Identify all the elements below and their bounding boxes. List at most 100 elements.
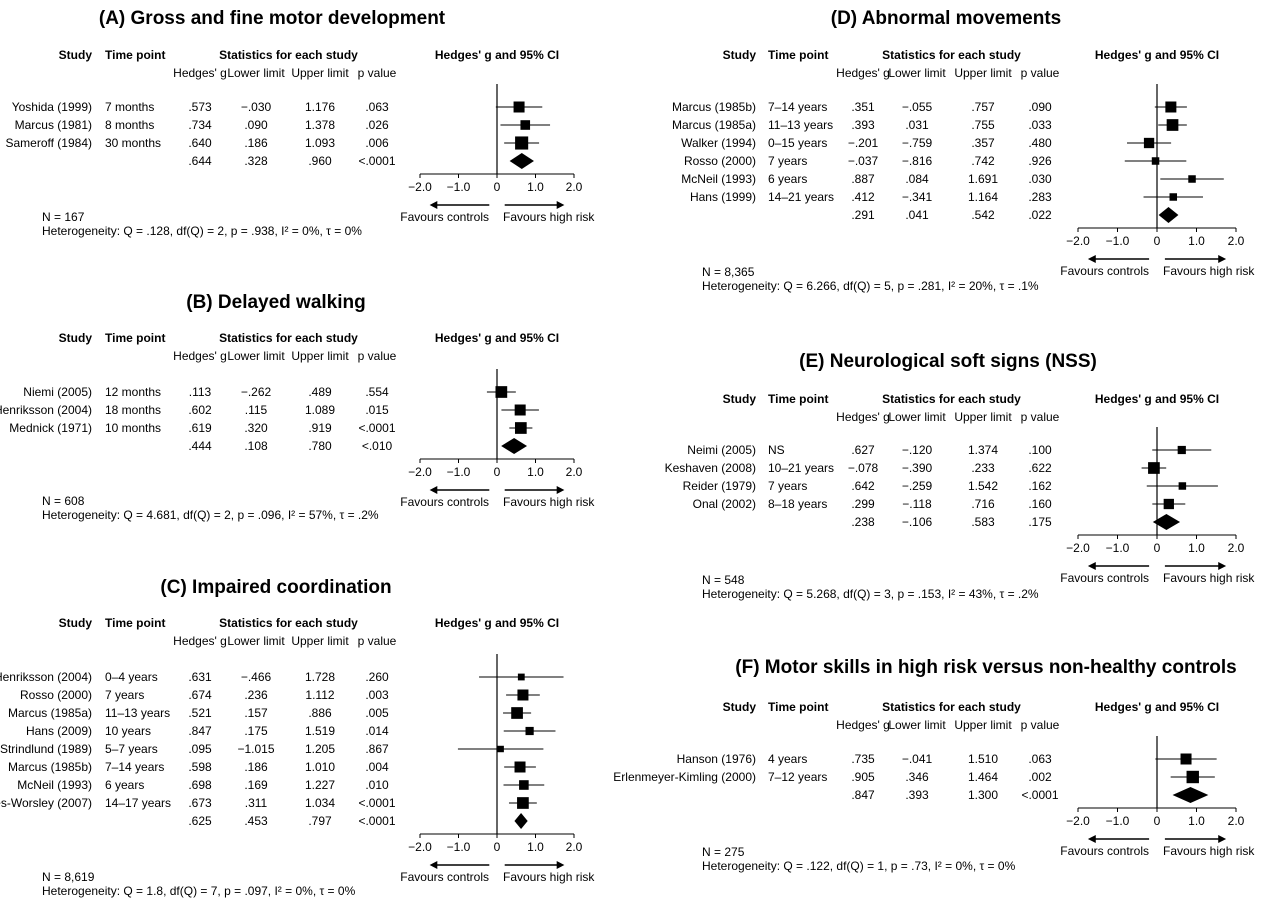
study-name: Marcus (1985b) <box>556 100 756 114</box>
study-effect-square <box>515 136 528 149</box>
favours-left-arrowhead <box>430 201 438 209</box>
header-study: Study <box>12 48 92 62</box>
favours-controls-label: Favours controls <box>317 870 489 884</box>
study-timepoint: 7 months <box>105 100 154 114</box>
study-effect-square <box>1187 771 1199 783</box>
study-effect-square <box>1179 482 1187 490</box>
study-effect-square <box>511 707 523 719</box>
study-effect-square <box>1148 462 1160 474</box>
heterogeneity-stats: Heterogeneity: Q = 1.8, df(Q) = 7, p = .… <box>42 884 355 898</box>
panel-title: (F) Motor skills in high risk versus non… <box>735 657 1236 679</box>
study-timepoint: NS <box>768 443 785 457</box>
x-tick-label: 1.0 <box>1188 541 1205 555</box>
x-tick-label: −2.0 <box>1066 234 1090 248</box>
study-name: McNeil (1993) <box>556 172 756 186</box>
favours-left-arrowhead <box>1088 255 1096 263</box>
header-stats: Statistics for each study <box>189 616 389 630</box>
x-tick-label: 1.0 <box>527 465 544 479</box>
study-timepoint: 5–7 years <box>105 742 158 756</box>
study-timepoint: 4 years <box>768 752 807 766</box>
favours-high-risk-label: Favours high risk <box>1163 844 1254 858</box>
study-effect-square <box>517 690 528 701</box>
panel-title: (A) Gross and fine motor development <box>99 8 445 30</box>
forest-plot-svg: −2.0 −1.0 0 1.0 2.0 <box>1058 84 1256 280</box>
x-tick-label: 0 <box>494 180 501 194</box>
favours-right-arrowhead <box>1218 562 1226 570</box>
header-timepoint: Time point <box>105 616 165 630</box>
x-tick-label: 2.0 <box>566 840 583 854</box>
header-study: Study <box>676 392 756 406</box>
study-effect-square <box>519 780 529 790</box>
sample-size: N = 167 <box>42 210 84 224</box>
study-timepoint: 7–14 years <box>105 760 164 774</box>
header-ci: Hedges' g and 95% CI <box>1057 392 1257 406</box>
study-effect-square <box>497 746 503 752</box>
study-name: Reider (1979) <box>556 479 756 493</box>
study-timepoint: 10 years <box>105 724 151 738</box>
panel-title: (E) Neurological soft signs (NSS) <box>799 351 1097 373</box>
summary-diamond <box>1159 207 1179 223</box>
study-timepoint: 30 months <box>105 136 161 150</box>
study-timepoint: 10 months <box>105 421 161 435</box>
study-name: Marcus (1985a) <box>556 118 756 132</box>
favours-high-risk-label: Favours high risk <box>503 210 594 224</box>
forest-plot-svg: −2.0 −1.0 0 1.0 2.0 <box>1058 736 1256 860</box>
x-tick-label: 0 <box>1154 541 1161 555</box>
study-timepoint: 0–15 years <box>768 136 827 150</box>
summary-diamond <box>1173 787 1209 803</box>
study-name: Marcus (1981) <box>0 118 92 132</box>
study-name: Marcus (1985b) <box>0 760 92 774</box>
x-tick-label: −2.0 <box>408 840 432 854</box>
x-tick-label: 2.0 <box>1228 541 1245 555</box>
study-name: Henriksson (2004) <box>0 403 92 417</box>
x-tick-label: 0 <box>1154 234 1161 248</box>
subheader-p-value: p value <box>337 66 417 80</box>
heterogeneity-stats: Heterogeneity: Q = 5.268, df(Q) = 3, p =… <box>702 587 1039 601</box>
study-name: Jones-Worsley (2007) <box>0 796 92 810</box>
study-timepoint: 7 years <box>105 688 144 702</box>
favours-right-arrowhead <box>557 861 565 869</box>
favours-high-risk-label: Favours high risk <box>1163 264 1254 278</box>
x-tick-label: −2.0 <box>408 465 432 479</box>
study-effect-square <box>496 386 508 398</box>
study-effect-square <box>1165 102 1176 113</box>
x-tick-label: 1.0 <box>1188 234 1205 248</box>
study-effect-square <box>526 727 534 735</box>
x-tick-label: −1.0 <box>447 180 471 194</box>
header-stats: Statistics for each study <box>852 48 1052 62</box>
study-effect-square <box>1178 446 1186 454</box>
header-stats: Statistics for each study <box>852 392 1052 406</box>
favours-high-risk-label: Favours high risk <box>1163 571 1254 585</box>
header-study: Study <box>12 331 92 345</box>
study-effect-square <box>517 797 529 809</box>
favours-controls-label: Favours controls <box>317 210 489 224</box>
sample-size: N = 608 <box>42 494 84 508</box>
header-stats: Statistics for each study <box>189 331 389 345</box>
panel-title: (C) Impaired coordination <box>160 577 391 599</box>
study-name: Onal (2002) <box>556 497 756 511</box>
study-effect-square <box>1164 499 1174 509</box>
heterogeneity-stats: Heterogeneity: Q = .122, df(Q) = 1, p = … <box>702 859 1015 873</box>
subheader-p-value: p value <box>337 634 417 648</box>
study-effect-square <box>515 422 527 434</box>
study-effect-square <box>1188 175 1196 183</box>
study-name: Yoshida (1999) <box>0 100 92 114</box>
favours-right-arrowhead <box>1218 835 1226 843</box>
favours-controls-label: Favours controls <box>977 844 1149 858</box>
header-timepoint: Time point <box>105 331 165 345</box>
study-timepoint: 6 years <box>768 172 807 186</box>
header-stats: Statistics for each study <box>852 700 1052 714</box>
subheader-p-value: p value <box>1000 66 1080 80</box>
favours-right-arrowhead <box>1218 255 1226 263</box>
header-stats: Statistics for each study <box>189 48 389 62</box>
study-effect-square <box>1152 157 1160 165</box>
study-timepoint: 6 years <box>105 778 144 792</box>
study-timepoint: 18 months <box>105 403 161 417</box>
x-tick-label: −1.0 <box>1106 541 1130 555</box>
x-tick-label: 0 <box>494 840 501 854</box>
study-name: Rosso (2000) <box>0 688 92 702</box>
x-tick-label: 1.0 <box>1188 814 1205 828</box>
study-name: Walker (1994) <box>556 136 756 150</box>
panel-title: (B) Delayed walking <box>186 292 366 314</box>
x-tick-label: 0 <box>494 465 501 479</box>
